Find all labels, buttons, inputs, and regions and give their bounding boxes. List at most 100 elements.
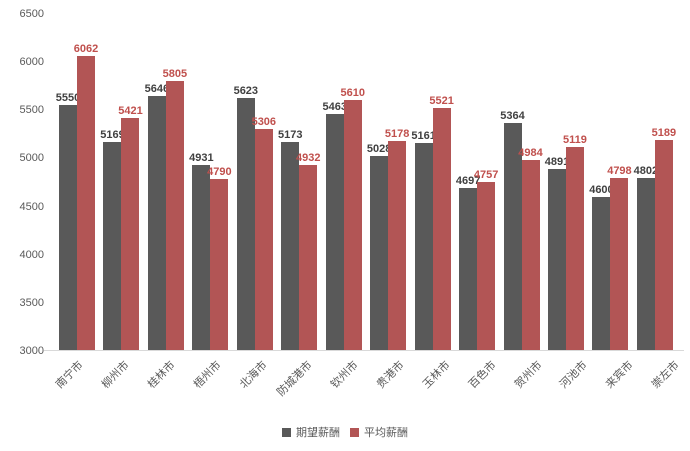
bar-value-label: 5521 <box>429 95 454 108</box>
x-axis-label-cell: 玉林市 <box>421 353 462 415</box>
bar-group-来宾市: 4600 4798 <box>589 14 632 351</box>
bar-平均薪酬: 5119 <box>563 134 587 351</box>
bar-期望薪酬: 5169 <box>100 129 125 351</box>
bar-group-百色市: 4697 4757 <box>456 14 498 351</box>
bar-平均薪酬: 4984 <box>518 147 543 351</box>
legend: 期望薪酬 平均薪酬 <box>0 424 690 440</box>
bar-平均薪酬: 4757 <box>474 169 498 351</box>
bar-平均薪酬: 5178 <box>385 128 409 351</box>
x-axis-label: 河池市 <box>558 359 591 391</box>
plot-area: 5550 6062 5169 5421 5646 5805 4931 4790 5623 5306… <box>44 14 684 351</box>
x-axis-line <box>44 350 684 351</box>
y-axis-tick-label: 6000 <box>19 56 44 69</box>
bar-value-label: 5463 <box>322 100 347 113</box>
bar-value-label: 4932 <box>296 151 321 164</box>
bar-平均薪酬: 4790 <box>207 166 232 351</box>
bar-期望薪酬: 5161 <box>411 130 436 351</box>
bar-期望薪酬: 5173 <box>278 129 303 351</box>
bar-平均薪酬: 5610 <box>340 87 365 351</box>
bar-期望薪酬: 4891 <box>545 156 569 351</box>
x-axis-label-cell: 桂林市 <box>146 353 187 415</box>
x-axis-label: 防城港市 <box>275 359 316 399</box>
bar-value-label: 4802 <box>633 164 659 177</box>
bar-value-label: 5169 <box>100 129 125 142</box>
x-axis-label-cell: 南宁市 <box>54 353 95 415</box>
bar-平均薪酬: 5521 <box>429 95 454 351</box>
x-axis-label-cell: 崇左市 <box>650 353 690 415</box>
bar-value-label: 4798 <box>607 164 632 177</box>
bar-group-贺州市: 5364 4984 <box>500 14 543 351</box>
bar-平均薪酬: 5189 <box>652 127 676 351</box>
bar-value-label: 4790 <box>207 165 232 178</box>
x-axis-label-cell: 柳州市 <box>100 353 141 415</box>
x-axis-label-cell: 河池市 <box>558 353 599 415</box>
bar-value-label: 5364 <box>500 110 525 123</box>
bar-value-label: 6062 <box>73 43 99 56</box>
y-axis-tick-label: 5500 <box>19 104 44 117</box>
x-axis-label-cell: 北海市 <box>237 353 278 415</box>
legend-label: 期望薪酬 <box>296 427 340 439</box>
bar-group-贵港市: 5028 5178 <box>367 14 409 351</box>
bar-平均薪酬: 4932 <box>296 152 321 351</box>
x-axis-label: 柳州市 <box>99 359 132 391</box>
bar-group-北海市: 5623 5306 <box>234 14 276 351</box>
bar-期望薪酬: 4600 <box>589 184 614 351</box>
x-axis-label: 贺州市 <box>512 359 545 391</box>
bar-value-label: 5119 <box>563 133 587 146</box>
x-axis-labels: 南宁市 柳州市 桂林市 梧州市 北海市 防城港市 钦州市 贵港市 玉林市 百色市 贺州市 河池市 来宾市… <box>50 353 690 415</box>
bar-value-label: 4697 <box>455 174 481 187</box>
bar-期望薪酬: 5550 <box>56 92 80 351</box>
bar-value-label: 5550 <box>55 92 81 105</box>
bar-期望薪酬: 5646 <box>145 83 169 351</box>
bar-平均薪酬: 4798 <box>607 165 632 351</box>
bar-value-label: 5623 <box>233 85 259 98</box>
y-axis-tick-label: 3000 <box>19 345 44 357</box>
bar-group-河池市: 4891 5119 <box>545 14 587 351</box>
bar-value-label: 4891 <box>544 155 570 168</box>
y-axis-tick-label: 5000 <box>19 152 44 165</box>
bar-group-崇左市: 4802 5189 <box>634 14 676 351</box>
legend-item-平均薪酬: 平均薪酬 <box>350 424 408 440</box>
bar-group-梧州市: 4931 4790 <box>189 14 232 351</box>
bar-value-label: 5189 <box>651 127 677 140</box>
legend-item-期望薪酬: 期望薪酬 <box>282 424 340 440</box>
bar-value-label: 5646 <box>144 83 170 96</box>
bar-value-label: 5178 <box>384 128 410 141</box>
legend-swatch-icon <box>350 427 359 437</box>
x-axis-label: 贵港市 <box>374 359 407 391</box>
bar-期望薪酬: 4931 <box>189 152 214 351</box>
bar-value-label: 5805 <box>162 67 188 80</box>
x-axis-label-cell: 防城港市 <box>275 353 324 415</box>
bar-group-防城港市: 5173 4932 <box>278 14 321 351</box>
bar-平均薪酬: 5421 <box>118 105 143 351</box>
bar-期望薪酬: 5463 <box>322 101 347 351</box>
bar-期望薪酬: 5623 <box>234 85 258 351</box>
bar-value-label: 5173 <box>278 128 303 141</box>
y-axis-tick-label: 4500 <box>19 200 44 213</box>
x-axis-label: 桂林市 <box>145 359 178 391</box>
y-axis-tick-label: 3500 <box>19 296 44 309</box>
bar-group-钦州市: 5463 5610 <box>322 14 365 351</box>
bar-value-label: 4600 <box>589 183 614 196</box>
y-axis-tick-label: 6500 <box>19 8 44 20</box>
bar-value-label: 4931 <box>189 152 214 165</box>
legend-label: 平均薪酬 <box>364 427 408 439</box>
y-axis-tick-label: 4000 <box>19 248 44 261</box>
bar-group-柳州市: 5169 5421 <box>100 14 143 351</box>
bar-期望薪酬: 5364 <box>500 110 525 351</box>
bar-value-label: 5028 <box>366 142 392 155</box>
bar-group-玉林市: 5161 5521 <box>411 14 454 351</box>
x-axis-label: 玉林市 <box>420 359 453 391</box>
x-axis-label-cell: 贵港市 <box>375 353 416 415</box>
bar-期望薪酬: 5028 <box>367 143 391 351</box>
x-axis-label-cell: 贺州市 <box>512 353 553 415</box>
x-axis-label-cell: 钦州市 <box>329 353 370 415</box>
bar-平均薪酬: 5805 <box>163 68 187 351</box>
bar-期望薪酬: 4697 <box>456 175 480 351</box>
bar-group-桂林市: 5646 5805 <box>145 14 187 351</box>
x-axis-label: 百色市 <box>466 359 499 391</box>
bar-平均薪酬: 5306 <box>252 116 276 351</box>
bar-期望薪酬: 4802 <box>634 165 658 351</box>
bar-value-label: 5306 <box>251 115 277 128</box>
